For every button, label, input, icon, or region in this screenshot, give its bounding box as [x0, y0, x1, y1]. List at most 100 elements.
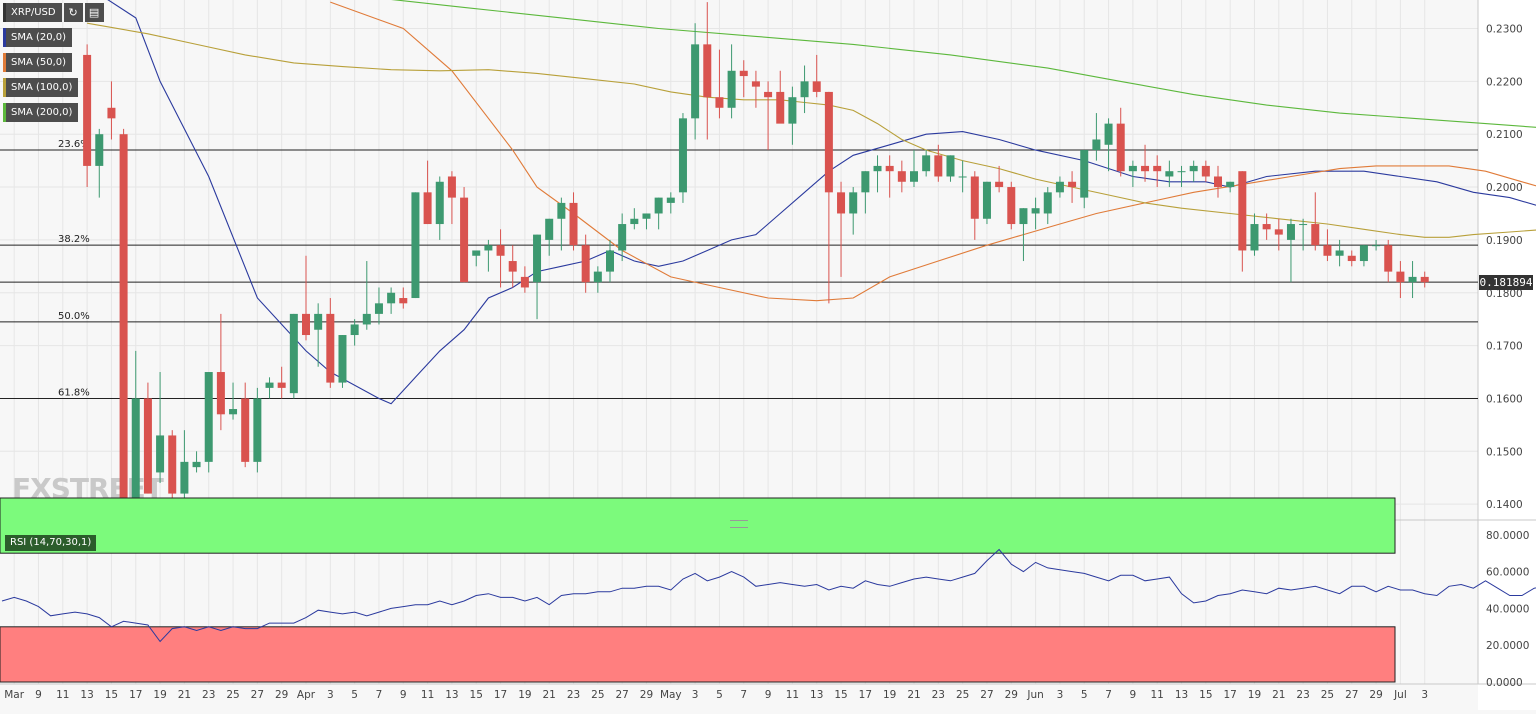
- candle: [727, 44, 736, 119]
- candle: [812, 54, 821, 98]
- candle-body: [302, 313, 310, 336]
- sma-200-row: SMA (200,0): [3, 103, 104, 122]
- candle: [83, 44, 92, 188]
- candle-body: [1080, 150, 1089, 198]
- candle-body: [216, 372, 225, 415]
- candle: [241, 382, 250, 468]
- candle-body: [703, 44, 712, 98]
- x-tick-label: 23: [567, 689, 580, 701]
- candle-body: [1128, 165, 1137, 172]
- candle: [970, 171, 979, 240]
- x-tick-label: 3: [692, 689, 699, 701]
- candle: [484, 239, 493, 272]
- x-tick-label: 25: [226, 689, 239, 701]
- x-tick-label: 27: [615, 689, 628, 701]
- x-tick-label: 23: [932, 689, 945, 701]
- candle-body: [253, 398, 262, 462]
- x-tick-label: 27: [980, 689, 993, 701]
- candle-body: [180, 461, 189, 494]
- candle: [1384, 239, 1393, 283]
- rsi-label[interactable]: RSI (14,70,30,1): [5, 535, 97, 551]
- candle: [180, 430, 189, 499]
- candle: [557, 197, 566, 251]
- pane-resize-handle[interactable]: [730, 520, 748, 528]
- candle-body: [885, 165, 894, 172]
- x-tick-label: 19: [1248, 689, 1261, 701]
- x-tick-label: 9: [765, 689, 772, 701]
- candle: [447, 171, 456, 225]
- sma-50-row: SMA (50,0): [3, 53, 104, 72]
- candle: [229, 382, 238, 420]
- sma-line: [87, 22, 1536, 238]
- x-tick-label: 17: [1223, 689, 1236, 701]
- candle: [630, 208, 639, 230]
- chart-type-icon[interactable]: ▤: [84, 3, 104, 22]
- candle-body: [958, 176, 967, 178]
- x-tick-label: Apr: [297, 689, 316, 701]
- x-tick-label: 29: [1005, 689, 1018, 701]
- x-tick-label: 5: [351, 689, 358, 701]
- price-tick-label: 0.2100: [1486, 129, 1523, 141]
- candle: [1238, 171, 1247, 272]
- x-tick-label: 9: [35, 689, 42, 701]
- candle: [1323, 229, 1332, 262]
- sma-200-label[interactable]: SMA (200,0): [3, 103, 79, 122]
- x-tick-label: 19: [883, 689, 896, 701]
- candle: [95, 128, 104, 198]
- candle-body: [241, 398, 250, 462]
- candle-body: [156, 435, 165, 473]
- candle-body: [1420, 276, 1429, 283]
- candle-body: [630, 218, 639, 225]
- axis-area-bg: [1478, 0, 1536, 710]
- candle: [861, 171, 870, 214]
- candle: [739, 60, 748, 98]
- x-tick-label: 13: [80, 689, 93, 701]
- candle: [946, 155, 955, 182]
- candle: [533, 234, 542, 320]
- sma-100-label[interactable]: SMA (100,0): [3, 78, 79, 97]
- candle: [606, 239, 614, 283]
- candle-body: [423, 192, 432, 225]
- candle-body: [1347, 255, 1356, 262]
- candle-body: [691, 44, 700, 119]
- candle-body: [715, 97, 724, 108]
- chart-legend: XRP/USD ↻ ▤ SMA (20,0) SMA (50,0) SMA (1…: [3, 3, 104, 128]
- candle: [934, 144, 943, 182]
- candle: [569, 192, 578, 251]
- x-tick-label: 3: [327, 689, 334, 701]
- candle: [581, 234, 590, 293]
- candle: [1177, 165, 1186, 188]
- x-tick-label: 29: [275, 689, 288, 701]
- candle-body: [666, 197, 675, 203]
- candle-body: [460, 197, 469, 283]
- candle: [1359, 245, 1368, 267]
- sma-line: [391, 0, 1536, 128]
- x-tick-label: 9: [400, 689, 407, 701]
- sma-20-row: SMA (20,0): [3, 28, 104, 47]
- candle: [1335, 239, 1344, 267]
- x-tick-label: 17: [129, 689, 142, 701]
- candle-body: [119, 134, 128, 515]
- rsi-tick-label: 40.0000: [1486, 603, 1529, 615]
- sma-20-label[interactable]: SMA (20,0): [3, 28, 73, 47]
- candle: [764, 81, 773, 151]
- candle-body: [107, 107, 116, 119]
- candle: [1420, 271, 1429, 288]
- candle-body: [849, 192, 858, 214]
- symbol-row: XRP/USD ↻ ▤: [3, 3, 104, 22]
- x-tick-label: 21: [1272, 689, 1285, 701]
- candle-body: [1238, 171, 1247, 251]
- candle: [411, 192, 420, 299]
- rsi-overbought-zone: [0, 497, 1396, 554]
- x-tick-label: 13: [1175, 689, 1188, 701]
- candle: [1116, 107, 1125, 177]
- candle-body: [350, 324, 359, 336]
- candle: [1347, 250, 1356, 267]
- candle-body: [265, 382, 274, 388]
- sma-50-label[interactable]: SMA (50,0): [3, 53, 73, 72]
- refresh-icon[interactable]: ↻: [63, 3, 83, 22]
- candle-body: [1177, 171, 1186, 173]
- candle-body: [1226, 181, 1235, 188]
- candle-body: [387, 292, 396, 304]
- x-tick-label: 19: [518, 689, 531, 701]
